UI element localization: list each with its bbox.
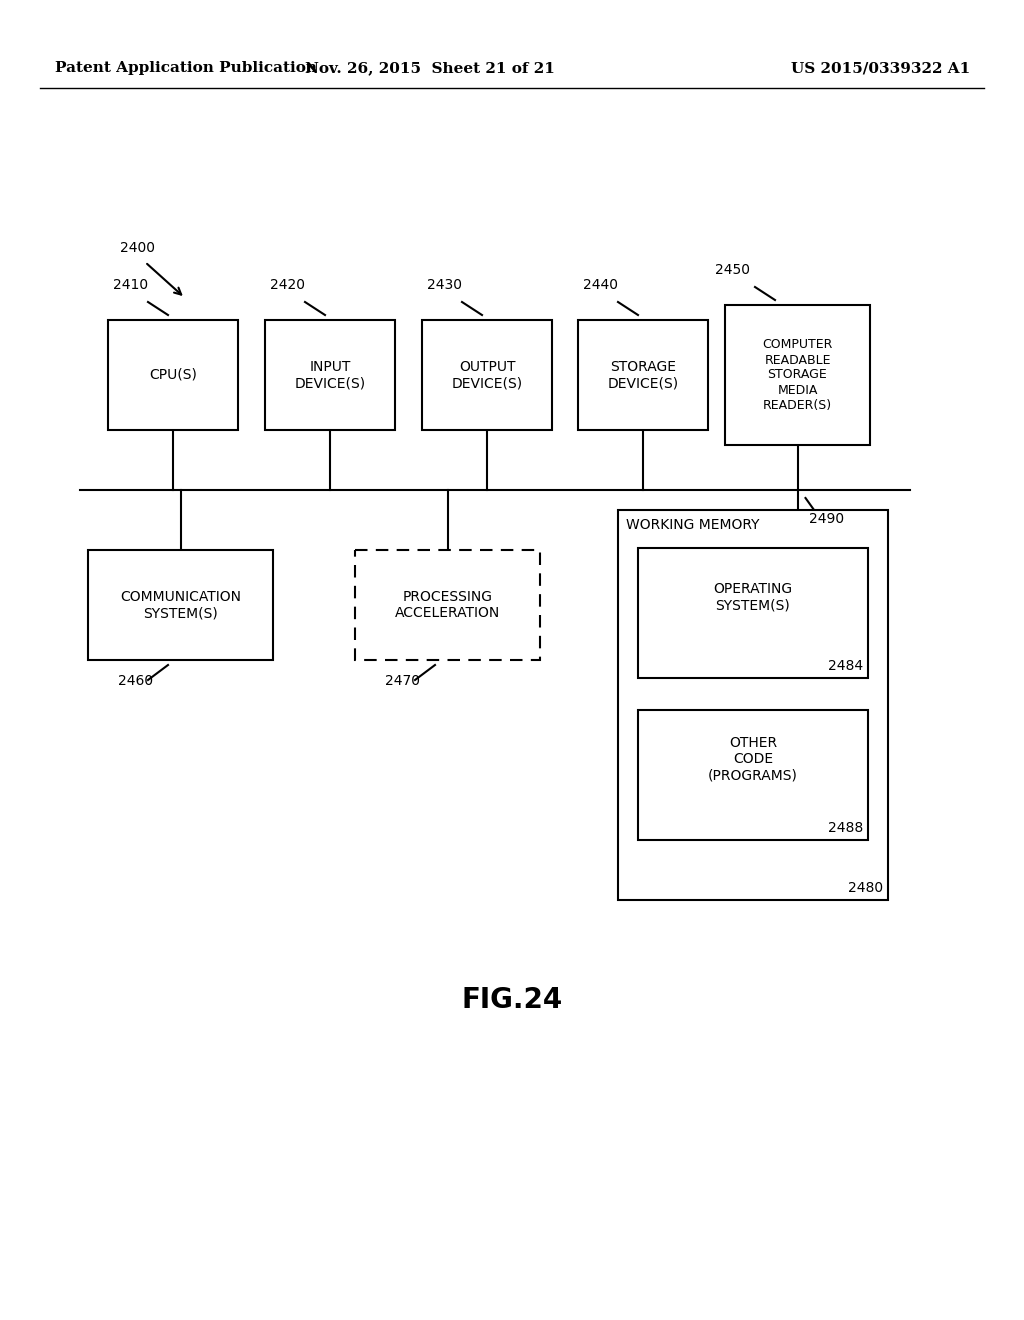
Text: US 2015/0339322 A1: US 2015/0339322 A1 [791, 61, 970, 75]
Bar [422, 319, 552, 430]
Text: 2490: 2490 [810, 512, 845, 525]
Text: Patent Application Publication: Patent Application Publication [55, 61, 317, 75]
Bar [265, 319, 395, 430]
Text: Nov. 26, 2015  Sheet 21 of 21: Nov. 26, 2015 Sheet 21 of 21 [305, 61, 555, 75]
Text: 2450: 2450 [715, 263, 750, 277]
Text: 2400: 2400 [120, 242, 155, 255]
Text: STORAGE
DEVICE(S): STORAGE DEVICE(S) [607, 360, 679, 391]
Text: 2484: 2484 [827, 659, 863, 673]
Text: 2470: 2470 [385, 675, 420, 688]
Bar [638, 548, 868, 678]
Text: OTHER
CODE
(PROGRAMS): OTHER CODE (PROGRAMS) [708, 737, 798, 783]
Text: 2410: 2410 [113, 279, 148, 292]
Text: INPUT
DEVICE(S): INPUT DEVICE(S) [295, 360, 366, 391]
Bar [578, 319, 708, 430]
Text: PROCESSING
ACCELERATION: PROCESSING ACCELERATION [395, 590, 500, 620]
Text: WORKING MEMORY: WORKING MEMORY [626, 517, 760, 532]
Text: 2430: 2430 [427, 279, 462, 292]
Bar [88, 550, 273, 660]
Bar [355, 550, 540, 660]
Text: 2488: 2488 [827, 821, 863, 836]
Text: 2480: 2480 [848, 880, 883, 895]
Text: FIG.24: FIG.24 [462, 986, 562, 1014]
Bar [618, 510, 888, 900]
Text: 2440: 2440 [583, 279, 618, 292]
Text: CPU(S): CPU(S) [150, 368, 197, 381]
Text: 2420: 2420 [270, 279, 305, 292]
Text: OPERATING
SYSTEM(S): OPERATING SYSTEM(S) [714, 582, 793, 612]
Text: OUTPUT
DEVICE(S): OUTPUT DEVICE(S) [452, 360, 522, 391]
Text: COMPUTER
READABLE
STORAGE
MEDIA
READER(S): COMPUTER READABLE STORAGE MEDIA READER(S… [762, 338, 833, 412]
Bar [725, 305, 870, 445]
Bar [638, 710, 868, 840]
Text: 2460: 2460 [118, 675, 154, 688]
Bar [108, 319, 238, 430]
Text: COMMUNICATION
SYSTEM(S): COMMUNICATION SYSTEM(S) [120, 590, 241, 620]
